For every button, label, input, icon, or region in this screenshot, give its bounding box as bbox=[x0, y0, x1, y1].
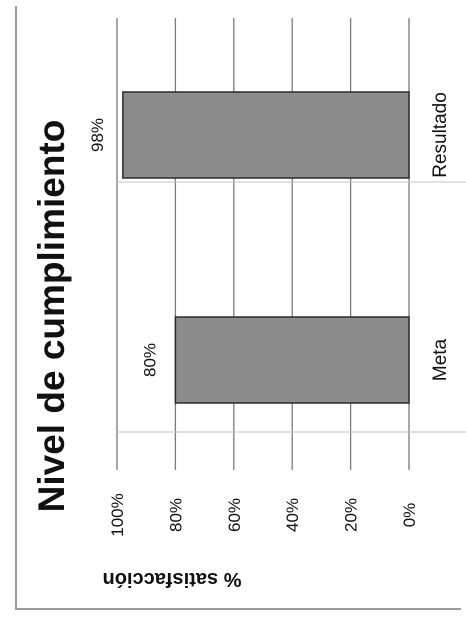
tick-label-0: 0% bbox=[400, 503, 419, 528]
tick-label-4: 80% bbox=[166, 498, 185, 532]
data-label-meta: 80% bbox=[140, 343, 159, 377]
bar-meta bbox=[174, 316, 410, 404]
category-label-meta: Meta bbox=[430, 338, 451, 381]
tick-label-5: 100% bbox=[108, 493, 127, 536]
tick-label-2: 40% bbox=[283, 498, 302, 532]
data-labels: 80% 98% bbox=[88, 118, 160, 377]
tick-label-1: 20% bbox=[342, 498, 361, 532]
tick-labels: 0% 20% 40% 60% 80% 100% bbox=[108, 493, 419, 536]
chart-title: Nivel de cumplimiento bbox=[31, 120, 72, 513]
tick-label-3: 60% bbox=[225, 498, 244, 532]
bars bbox=[122, 91, 410, 404]
chart-frame bbox=[15, 6, 461, 610]
category-label-resultado: Resultado bbox=[430, 92, 451, 178]
bar-resultado bbox=[122, 91, 410, 179]
category-labels: Meta Resultado bbox=[430, 92, 451, 381]
y-axis-label: % satisfacción bbox=[103, 568, 242, 590]
data-label-resultado: 98% bbox=[88, 118, 107, 152]
